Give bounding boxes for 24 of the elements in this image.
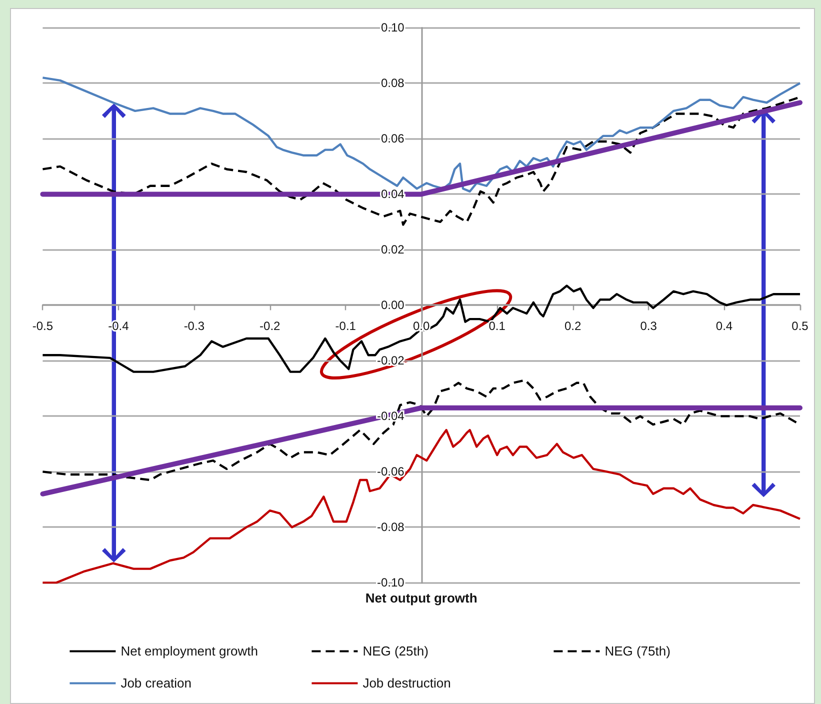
x-tick-label: -0.3: [184, 319, 205, 334]
y-tick-label: 0.02: [380, 242, 405, 257]
legend-label: Net employment growth: [120, 644, 258, 659]
x-tick-label: 0.4: [716, 319, 733, 334]
y-tick-label: -0.02: [376, 354, 405, 368]
x-tick-label: 0.3: [640, 319, 658, 334]
y-tick-label: -0.08: [376, 520, 405, 534]
legend-label: NEG (75th): [604, 644, 670, 659]
x-tick-label: 0.5: [792, 319, 809, 334]
y-tick-label: -0.10: [376, 576, 405, 590]
x-tick-label: 0.1: [488, 319, 506, 334]
legend-label: Job creation: [120, 676, 192, 691]
legend-label: Job destruction: [362, 676, 451, 691]
legend-label: NEG (25th): [362, 644, 428, 659]
y-tick-label: -0.06: [376, 464, 405, 479]
x-tick-label: -0.5: [32, 319, 54, 334]
y-tick-label: 0.10: [380, 20, 405, 35]
y-tick-label: 0.00: [380, 298, 405, 312]
x-axis-title: Net output growth: [365, 590, 478, 606]
x-tick-label: -0.2: [260, 319, 281, 334]
x-tick-label: -0.1: [335, 319, 356, 334]
x-tick-label: 0.2: [564, 319, 582, 334]
y-tick-label: 0.08: [380, 76, 405, 90]
y-tick-label: 0.06: [380, 132, 405, 146]
